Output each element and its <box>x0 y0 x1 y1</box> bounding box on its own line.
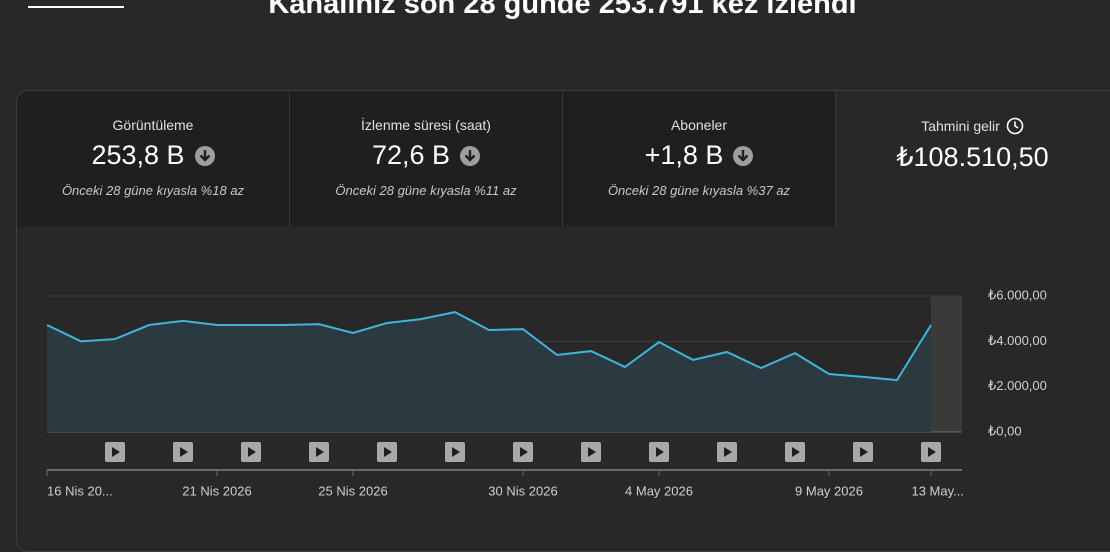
analytics-screen: {"header": {"title": "Kanalınız son 28 g… <box>16 0 1110 552</box>
play-icon <box>724 447 732 457</box>
down-icon <box>460 145 481 166</box>
metric-card[interactable]: Tahmini gelir ₺108.510,50 <box>836 91 1109 227</box>
page: Analytics html, body { margin: 0; paddin… <box>16 0 1110 552</box>
play-icon <box>520 447 528 457</box>
line <box>46 311 932 382</box>
metric-card[interactable]: Aboneler +1,8 B Önceki 28 güne kıyasla %… <box>563 91 836 227</box>
x-tick-label: 21 Nis 2026 <box>182 483 251 498</box>
video-marker[interactable] <box>241 442 261 462</box>
page-title: Kanalınız son 28 günde 253.791 kez izlen… <box>268 0 857 20</box>
video-marker[interactable] <box>921 442 941 462</box>
area <box>47 312 931 432</box>
x-tick-label: 13 May... <box>911 483 964 498</box>
metric-label-row: Tahmini gelir <box>836 117 1109 135</box>
video-marker[interactable] <box>513 442 533 462</box>
video-marker[interactable] <box>105 442 125 462</box>
metric-note: Önceki 28 güne kıyasla %18 az <box>61 183 245 198</box>
down-icon <box>194 145 215 166</box>
play-icon <box>792 447 800 457</box>
play-icon <box>248 447 256 457</box>
metric-note: Önceki 28 güne kıyasla %37 az <box>607 183 791 198</box>
play-icon <box>928 447 936 457</box>
video-marker[interactable] <box>853 442 873 462</box>
metric-note: Önceki 28 güne kıyasla %11 az <box>335 183 517 198</box>
x-tick-label: 9 May 2026 <box>795 483 863 498</box>
x-tick-label: 25 Nis 2026 <box>318 483 387 498</box>
video-marker[interactable] <box>377 442 397 462</box>
play-icon <box>180 447 188 457</box>
video-marker[interactable] <box>581 442 601 462</box>
metric-label: Tahmini gelir <box>921 118 1000 134</box>
metric-card[interactable]: İzlenme süresi (saat) 72,6 B Önceki 28 g… <box>290 91 563 227</box>
play-icon <box>588 447 596 457</box>
tab-indicator <box>28 6 124 8</box>
video-marker[interactable] <box>309 442 329 462</box>
partial-period <box>931 296 962 432</box>
play-icon <box>452 447 460 457</box>
metric-label: Aboneler <box>670 117 728 133</box>
x-tick-label: 16 Nis 20... <box>47 483 113 498</box>
y-tick-label: ₺2.000,00 <box>988 378 1047 393</box>
play-icon <box>112 447 120 457</box>
metric-cards: Görüntüleme 253,8 B Önceki 28 güne kıyas… <box>17 91 1109 227</box>
video-marker[interactable] <box>445 442 465 462</box>
metric-value: ₺108.510,50 <box>896 142 1049 172</box>
y-tick-label: ₺4.000,00 <box>988 333 1047 348</box>
metrics-panel: Görüntüleme 253,8 B Önceki 28 güne kıyas… <box>16 90 1110 552</box>
metric-label: İzlenme süresi (saat) <box>361 117 491 133</box>
y-tick-label: ₺0,00 <box>988 423 1022 438</box>
play-icon <box>656 447 664 457</box>
metric-value-row: +1,8 B <box>563 140 835 171</box>
video-marker[interactable] <box>717 442 737 462</box>
y-tick-label: ₺6.000,00 <box>988 287 1047 302</box>
metric-value-row: 72,6 B <box>290 140 562 171</box>
chart: ₺0,00 ₺2.000,00 ₺4.000,00 ₺6.000,00 16 Nis 2… <box>46 287 1047 498</box>
metric-value: +1,8 B <box>644 140 724 170</box>
down-icon <box>733 145 754 166</box>
metric-card[interactable]: Görüntüleme 253,8 B Önceki 28 güne kıyas… <box>17 91 290 227</box>
video-marker[interactable] <box>649 442 669 462</box>
metric-value-row: 253,8 B <box>17 140 289 171</box>
video-marker[interactable] <box>785 442 805 462</box>
metric-value: 253,8 B <box>91 140 185 170</box>
play-icon <box>860 447 868 457</box>
metric-label: Görüntüleme <box>112 117 194 133</box>
x-tick-label: 4 May 2026 <box>625 483 693 498</box>
clock-icon[interactable] <box>1006 117 1024 135</box>
metric-value: 72,6 B <box>371 140 451 170</box>
video-marker[interactable] <box>173 442 193 462</box>
play-icon <box>384 447 392 457</box>
x-tick-label: 30 Nis 2026 <box>488 483 557 498</box>
play-icon <box>316 447 324 457</box>
